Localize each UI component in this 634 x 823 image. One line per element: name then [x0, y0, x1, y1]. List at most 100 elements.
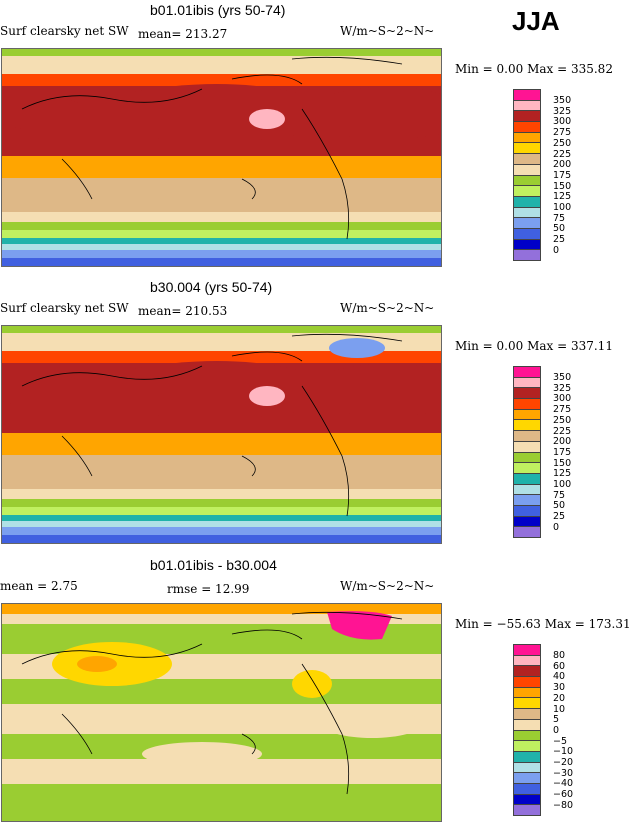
contour-band	[2, 230, 441, 239]
contour-band	[2, 244, 441, 251]
legend-level-label: 300	[553, 116, 572, 128]
contour-map	[1, 325, 442, 544]
contour-band	[2, 604, 441, 615]
legend-level-label: 325	[553, 382, 572, 394]
legend-level-label: −40	[553, 778, 574, 790]
legend-level-label: 75	[553, 489, 566, 501]
contour-band	[2, 499, 441, 508]
contour-band	[2, 455, 441, 468]
contour-blob	[2, 372, 82, 408]
contour-blob	[249, 109, 285, 129]
legend-level-label: 150	[553, 180, 572, 192]
contour-blob	[2, 95, 82, 131]
legend-swatch	[513, 526, 541, 538]
mean-label: rmse = 12.99	[167, 582, 250, 596]
contour-band	[2, 56, 441, 75]
panel-title: b01.01ibis - b30.004	[150, 557, 277, 573]
contour-blob	[142, 742, 262, 766]
contour-band	[2, 467, 441, 490]
legend-level-label: 125	[553, 191, 572, 203]
contour-blob	[292, 670, 332, 698]
legend-level-label: 200	[553, 159, 572, 171]
legend-level-label: 50	[553, 223, 566, 235]
contour-band	[2, 784, 441, 821]
legend-level-label: 75	[553, 212, 566, 224]
legend-level-label: −20	[553, 757, 574, 768]
contour-band	[2, 515, 441, 522]
contour-band	[2, 222, 441, 231]
contour-band	[2, 351, 441, 364]
legend-level-label: 225	[553, 425, 572, 437]
legend-level-label: 20	[553, 692, 566, 704]
legend-level-label: 80	[553, 650, 566, 661]
contour-band	[2, 178, 441, 191]
contour-band	[2, 521, 441, 528]
legend-level-label: 125	[553, 468, 572, 480]
legend-level-label: 40	[553, 671, 566, 683]
variable-label: mean = 2.75	[0, 579, 78, 593]
min-max-label: Min = 0.00 Max = 337.11	[455, 339, 613, 353]
contour-blob	[332, 86, 441, 139]
units-label: W/m~S~2~N~	[340, 579, 435, 593]
legend-swatch	[513, 804, 541, 816]
legend-level-label: 175	[553, 169, 572, 181]
contour-band	[2, 535, 441, 543]
legend-level-label: 275	[553, 404, 572, 416]
color-legend	[513, 644, 541, 816]
contour-blob	[77, 656, 117, 672]
legend-level-label: 275	[553, 127, 572, 139]
contour-band	[2, 507, 441, 516]
contour-band	[2, 142, 441, 157]
legend-level-label: 30	[553, 682, 566, 694]
contour-blob	[329, 338, 385, 358]
min-max-label: Min = −55.63 Max = 173.31	[455, 617, 631, 631]
contour-blob	[322, 710, 422, 738]
legend-level-label: 250	[553, 414, 572, 426]
contour-map	[1, 603, 442, 822]
legend-level-label: 50	[553, 500, 566, 512]
coastline	[21, 611, 403, 795]
legend-level-label: 25	[553, 511, 566, 523]
legend-swatch	[513, 249, 541, 261]
contour-map	[1, 48, 442, 267]
legend-level-label: 200	[553, 436, 572, 448]
contour-band	[2, 679, 441, 705]
contour-band	[2, 258, 441, 266]
legend-level-label: 325	[553, 105, 572, 117]
contour-band	[2, 419, 441, 434]
legend-level-label: 25	[553, 234, 566, 246]
variable-label: Surf clearsky net SW	[0, 301, 129, 315]
variable-label: Surf clearsky net SW	[0, 24, 129, 38]
legend-level-label: 150	[553, 457, 572, 469]
legend-level-label: 5	[553, 714, 560, 726]
contour-band	[2, 250, 441, 259]
season-label: JJA	[512, 6, 560, 36]
contour-band	[2, 74, 441, 87]
contour-band	[2, 543, 441, 544]
color-legend	[513, 366, 541, 538]
legend-level-label: 300	[553, 393, 572, 405]
contour-band	[2, 614, 441, 625]
min-max-label: Min = 0.00 Max = 335.82	[455, 62, 613, 76]
contour-band	[2, 527, 441, 536]
legend-level-label: 175	[553, 446, 572, 458]
contour-band	[2, 156, 441, 179]
units-label: W/m~S~2~N~	[340, 301, 435, 315]
contour-band	[2, 49, 441, 57]
mean-label: mean= 210.53	[138, 304, 228, 318]
legend-level-label: 60	[553, 660, 566, 672]
legend-level-label: −60	[553, 789, 574, 801]
contour-blob	[332, 363, 441, 416]
color-legend	[513, 89, 541, 261]
legend-level-label: 350	[553, 372, 572, 383]
panel-title: b30.004 (yrs 50-74)	[150, 279, 273, 295]
legend-level-label: 0	[553, 244, 560, 256]
units-label: W/m~S~2~N~	[340, 24, 435, 38]
mean-label: mean= 213.27	[138, 27, 228, 41]
contour-band	[2, 326, 441, 334]
legend-level-label: −5	[553, 735, 568, 747]
legend-level-label: 350	[553, 95, 572, 106]
legend-level-label: −80	[553, 799, 574, 811]
coastline	[21, 333, 403, 517]
legend-level-label: 250	[553, 137, 572, 149]
